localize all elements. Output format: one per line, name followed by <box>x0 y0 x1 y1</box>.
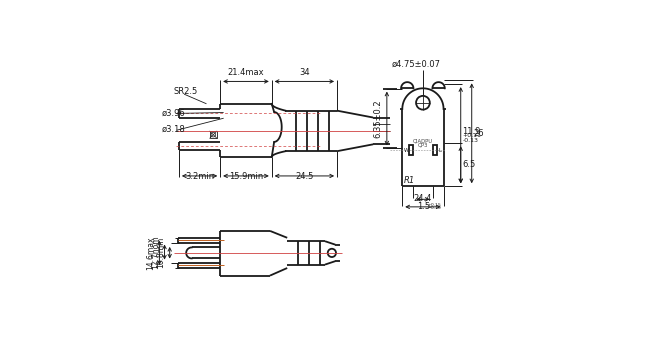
Text: 21.4max: 21.4max <box>227 68 265 77</box>
Text: 6.35±0.2: 6.35±0.2 <box>373 99 382 138</box>
Text: R1: R1 <box>404 176 415 185</box>
Text: 26: 26 <box>473 129 484 138</box>
Bar <box>409 145 413 155</box>
Bar <box>432 145 437 155</box>
Text: 10.8min: 10.8min <box>156 237 165 268</box>
Text: 34: 34 <box>299 68 309 77</box>
Text: L: L <box>438 148 441 153</box>
Text: 24.4: 24.4 <box>414 194 432 203</box>
Text: -0.13: -0.13 <box>462 138 478 143</box>
Text: ø3.18: ø3.18 <box>162 125 185 134</box>
Bar <box>209 131 217 138</box>
Text: SR2.5: SR2.5 <box>174 87 198 96</box>
Text: 15.9min: 15.9min <box>229 172 263 181</box>
Text: 11.9: 11.9 <box>462 127 481 136</box>
Text: QP3: QP3 <box>418 143 428 148</box>
Text: 24.5: 24.5 <box>295 172 313 181</box>
Text: $^{+0.15}_{-0.10}$: $^{+0.15}_{-0.10}$ <box>427 201 442 212</box>
Text: 3.2min: 3.2min <box>185 172 214 181</box>
Text: W: W <box>404 148 409 153</box>
Text: 14.6max: 14.6max <box>146 236 155 270</box>
Text: ø4.75±0.07: ø4.75±0.07 <box>391 60 441 69</box>
Text: 1.5: 1.5 <box>417 202 430 211</box>
Text: QIADPU: QIADPU <box>413 138 433 143</box>
Text: 12.7nom: 12.7nom <box>151 235 160 269</box>
Text: 6.5: 6.5 <box>462 160 476 169</box>
Text: ø3.96: ø3.96 <box>162 109 185 118</box>
Text: +0.11: +0.11 <box>462 134 481 138</box>
